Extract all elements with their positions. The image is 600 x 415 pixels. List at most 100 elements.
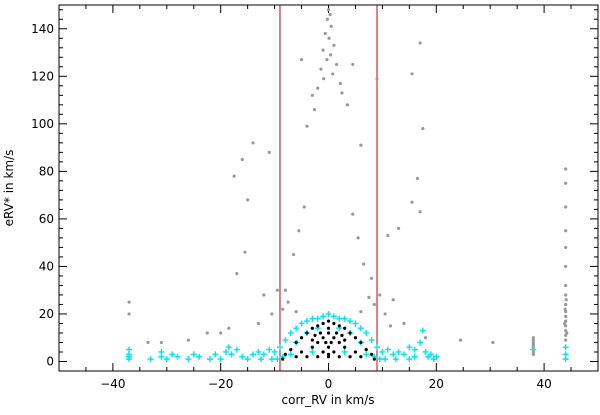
data-point bbox=[332, 43, 336, 48]
data-point bbox=[281, 357, 285, 361]
data-point bbox=[331, 72, 335, 76]
data-point bbox=[332, 336, 336, 340]
data-point bbox=[310, 93, 314, 97]
data-point bbox=[325, 17, 330, 21]
y-axis-label: eRV* in km/s bbox=[2, 150, 16, 227]
data-point bbox=[286, 300, 290, 304]
data-point bbox=[319, 67, 323, 71]
data-point bbox=[325, 58, 329, 62]
data-point bbox=[343, 338, 347, 342]
data-point-plus bbox=[196, 353, 203, 360]
data-point-plus bbox=[239, 353, 246, 360]
data-point bbox=[294, 340, 298, 345]
data-point bbox=[313, 333, 317, 337]
data-point bbox=[246, 198, 250, 202]
data-point bbox=[564, 205, 568, 209]
data-point bbox=[297, 229, 301, 233]
data-point bbox=[359, 309, 363, 314]
data-point bbox=[402, 321, 406, 326]
data-point bbox=[305, 124, 309, 128]
data-point bbox=[340, 333, 344, 337]
data-point-plus bbox=[126, 353, 133, 360]
data-point bbox=[291, 252, 296, 257]
data-point-plus bbox=[258, 356, 265, 363]
data-point bbox=[318, 331, 323, 335]
data-point bbox=[353, 336, 358, 340]
data-point-plus bbox=[530, 346, 537, 353]
data-point bbox=[310, 345, 314, 349]
data-point-plus bbox=[228, 351, 235, 358]
y-tick-labels: 0 20 40 60 80 100 120 140 bbox=[31, 22, 54, 369]
data-point bbox=[564, 293, 568, 297]
data-point-plus bbox=[276, 344, 283, 351]
data-point bbox=[243, 250, 247, 254]
data-point bbox=[372, 302, 376, 307]
data-point-plus bbox=[217, 356, 224, 363]
data-point bbox=[294, 355, 298, 359]
data-point bbox=[299, 58, 304, 62]
data-point bbox=[334, 331, 339, 335]
data-point-plus bbox=[244, 356, 251, 363]
data-point bbox=[564, 229, 568, 233]
data-point-plus bbox=[341, 315, 348, 322]
data-point bbox=[186, 338, 190, 342]
data-point bbox=[205, 331, 209, 335]
data-point-plus bbox=[212, 351, 219, 358]
y-tick-label: 140 bbox=[31, 22, 54, 36]
y-tick-label: 60 bbox=[39, 212, 54, 226]
data-point-plus bbox=[357, 325, 364, 332]
data-point bbox=[353, 350, 358, 354]
data-point-plus bbox=[233, 346, 240, 353]
data-point bbox=[337, 355, 341, 359]
data-point bbox=[283, 352, 287, 356]
data-point-plus bbox=[287, 351, 294, 358]
data-point bbox=[283, 288, 287, 292]
data-point-plus bbox=[406, 344, 413, 351]
x-tick-label: −40 bbox=[100, 377, 125, 391]
data-point bbox=[343, 326, 347, 330]
data-point-plus bbox=[309, 315, 316, 322]
data-point bbox=[324, 340, 328, 345]
data-point-plus bbox=[384, 346, 391, 353]
x-tick-label: 40 bbox=[536, 377, 551, 391]
data-point-plus bbox=[206, 356, 213, 363]
y-tick-label: 20 bbox=[39, 307, 54, 321]
data-point bbox=[338, 81, 342, 86]
data-point bbox=[275, 288, 279, 292]
data-point bbox=[370, 276, 374, 280]
data-point bbox=[289, 348, 293, 352]
data-point-plus bbox=[363, 351, 370, 358]
x-tick-labels: −40 −20 0 20 40 bbox=[100, 377, 552, 391]
data-point bbox=[348, 355, 352, 359]
data-point bbox=[564, 314, 568, 318]
data-point-plus bbox=[411, 353, 418, 360]
data-point bbox=[281, 307, 285, 311]
data-point bbox=[375, 77, 379, 81]
data-point bbox=[227, 326, 231, 330]
data-point bbox=[564, 302, 568, 307]
data-point bbox=[531, 336, 535, 340]
data-point bbox=[564, 298, 568, 302]
data-point bbox=[316, 324, 320, 328]
data-point-plus bbox=[250, 351, 257, 358]
data-point-plus bbox=[303, 318, 310, 325]
data-point bbox=[361, 262, 366, 266]
x-tick-label: 20 bbox=[429, 377, 444, 391]
y-tick-label: 80 bbox=[39, 164, 54, 178]
data-point bbox=[378, 293, 382, 297]
data-point bbox=[316, 355, 320, 359]
data-point bbox=[531, 343, 535, 347]
data-point-plus bbox=[282, 337, 289, 344]
data-point-plus bbox=[330, 313, 337, 320]
data-point bbox=[564, 324, 568, 328]
data-point bbox=[564, 338, 568, 342]
data-point-plus bbox=[320, 313, 327, 320]
data-point bbox=[531, 352, 535, 356]
data-point bbox=[310, 326, 314, 330]
data-point bbox=[326, 326, 331, 330]
data-point bbox=[262, 293, 266, 297]
data-point-plus bbox=[268, 356, 275, 363]
data-point-plus bbox=[363, 329, 370, 336]
data-point bbox=[299, 336, 304, 340]
y-tick-label: 0 bbox=[46, 354, 54, 368]
